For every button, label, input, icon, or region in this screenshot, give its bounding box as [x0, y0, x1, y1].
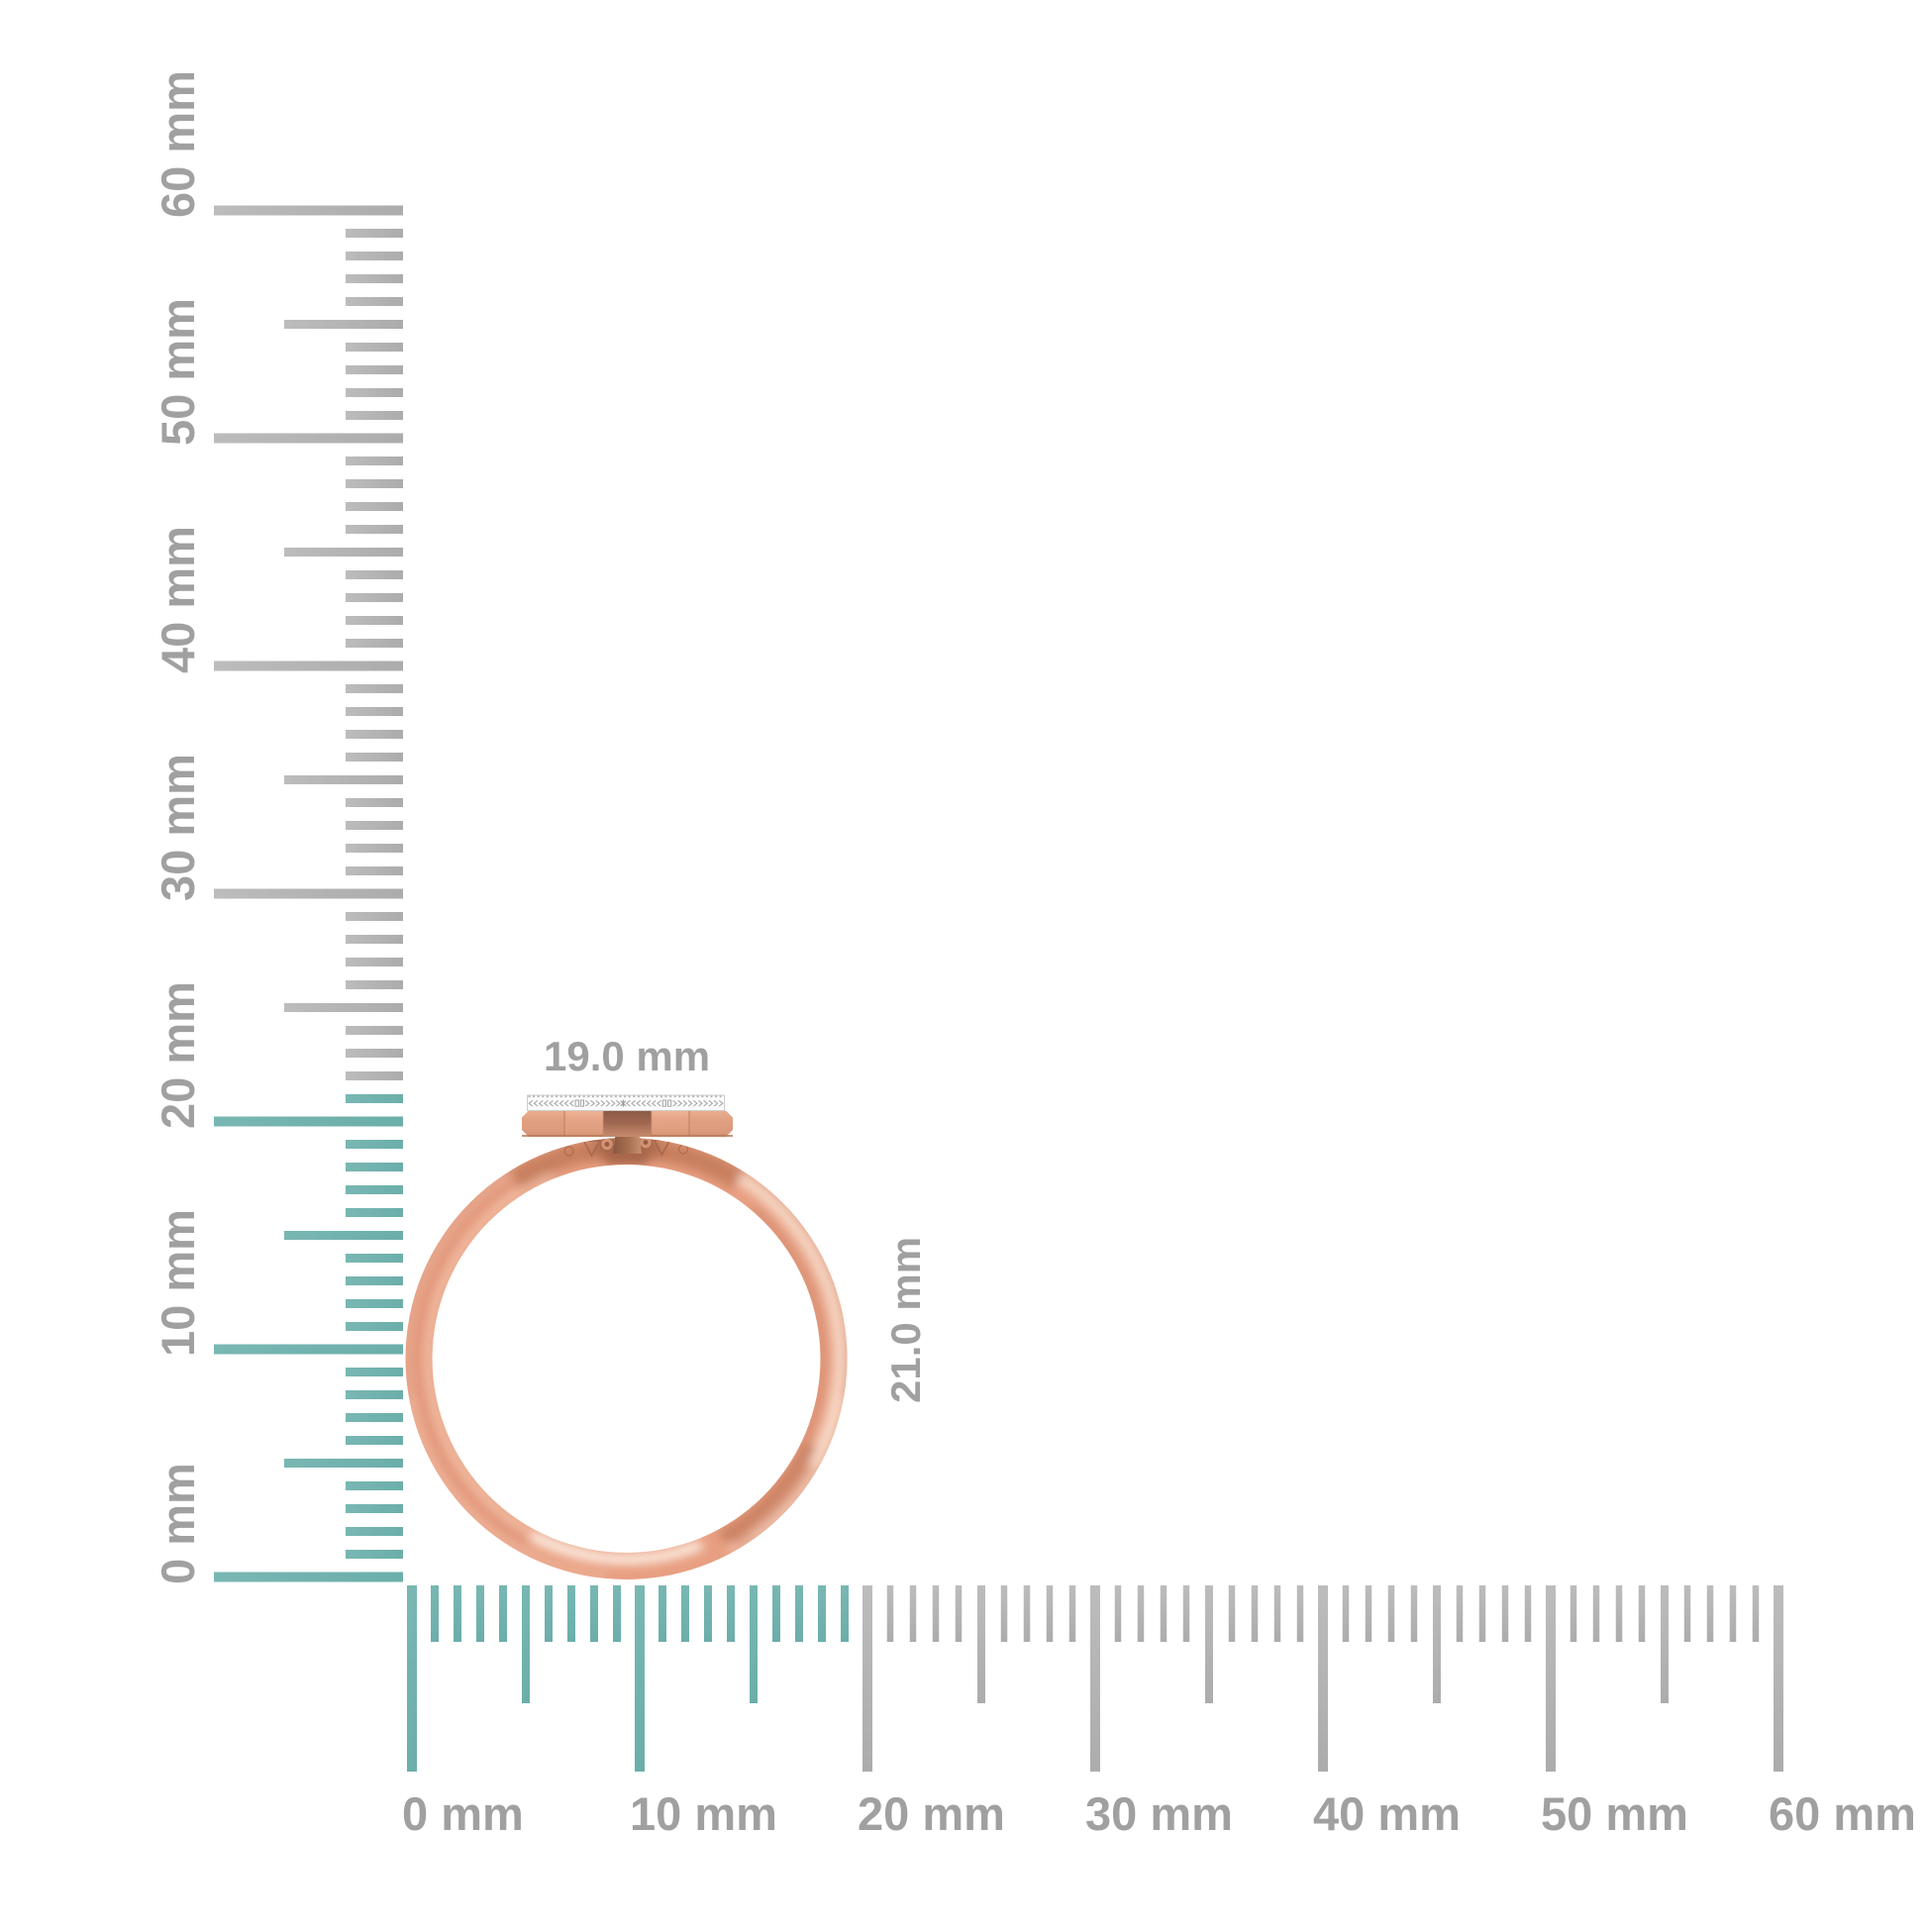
svg-text:10 mm: 10 mm: [152, 1209, 204, 1357]
svg-text:60 mm: 60 mm: [1769, 1787, 1916, 1840]
svg-text:20 mm: 20 mm: [152, 981, 204, 1129]
svg-text:40 mm: 40 mm: [152, 526, 204, 673]
svg-text:20 mm: 20 mm: [858, 1787, 1005, 1840]
svg-text:40 mm: 40 mm: [1313, 1787, 1461, 1840]
svg-text:0 mm: 0 mm: [402, 1787, 524, 1840]
svg-text:21.0 mm: 21.0 mm: [882, 1237, 929, 1403]
svg-text:19.0 mm: 19.0 mm: [544, 1033, 710, 1079]
svg-text:30 mm: 30 mm: [152, 754, 204, 901]
svg-text:60 mm: 60 mm: [152, 70, 204, 218]
svg-text:30 mm: 30 mm: [1085, 1787, 1233, 1840]
svg-text:0 mm: 0 mm: [152, 1463, 204, 1584]
svg-text:50 mm: 50 mm: [152, 298, 204, 446]
svg-text:50 mm: 50 mm: [1541, 1787, 1688, 1840]
svg-text:10 mm: 10 mm: [630, 1787, 777, 1840]
